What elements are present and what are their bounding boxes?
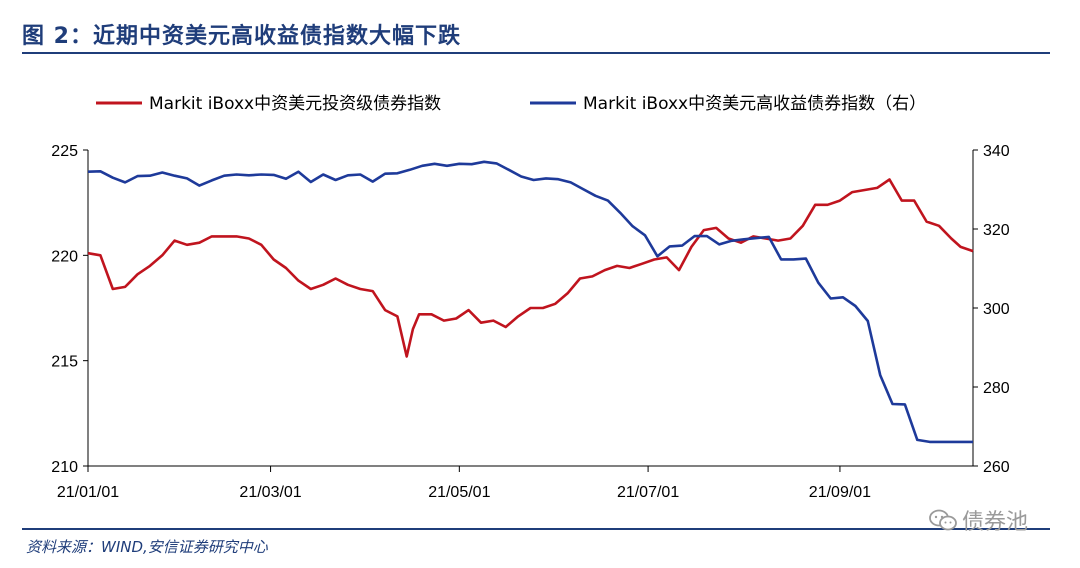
- y-tick-label-right: 320: [983, 222, 1010, 239]
- y-tick-label-left: 225: [51, 143, 78, 160]
- y-tick-label-left: 220: [51, 248, 78, 265]
- title-divider: [22, 52, 1050, 54]
- y-tick-label-right: 260: [983, 459, 1010, 476]
- footer-divider: [22, 528, 1050, 530]
- source-note: 资料来源：WIND,安信证券研究中心: [26, 538, 268, 556]
- legend-label: Markit iBoxx中资美元高收益债券指数（右）: [583, 94, 926, 114]
- y-tick-label-right: 300: [983, 301, 1010, 318]
- x-tick-label: 21/01/01: [57, 484, 119, 501]
- wechat-icon: [929, 509, 957, 531]
- y-tick-label-right: 340: [983, 143, 1010, 160]
- y-tick-label-left: 210: [51, 459, 78, 476]
- legend-label: Markit iBoxx中资美元投资级债券指数: [149, 94, 441, 114]
- y-tick-label-right: 280: [983, 380, 1010, 397]
- line-chart: 225 220 215 210 340 320 300 280 260 21/01/01 21/03…: [51, 94, 1010, 501]
- series-line-high-yield: [87, 160, 973, 444]
- x-tick-label: 21/09/01: [809, 484, 871, 501]
- watermark: 债券池: [928, 504, 1028, 536]
- x-tick-label: 21/07/01: [617, 484, 679, 501]
- x-tick-label: 21/03/01: [239, 484, 301, 501]
- series-line-investment-grade: [87, 178, 974, 358]
- x-tick-label: 21/05/01: [428, 484, 490, 501]
- watermark-text: 债券池: [962, 510, 1029, 535]
- page-title: 图 2：近期中资美元高收益债指数大幅下跌: [22, 24, 461, 49]
- y-tick-label-left: 215: [51, 354, 78, 371]
